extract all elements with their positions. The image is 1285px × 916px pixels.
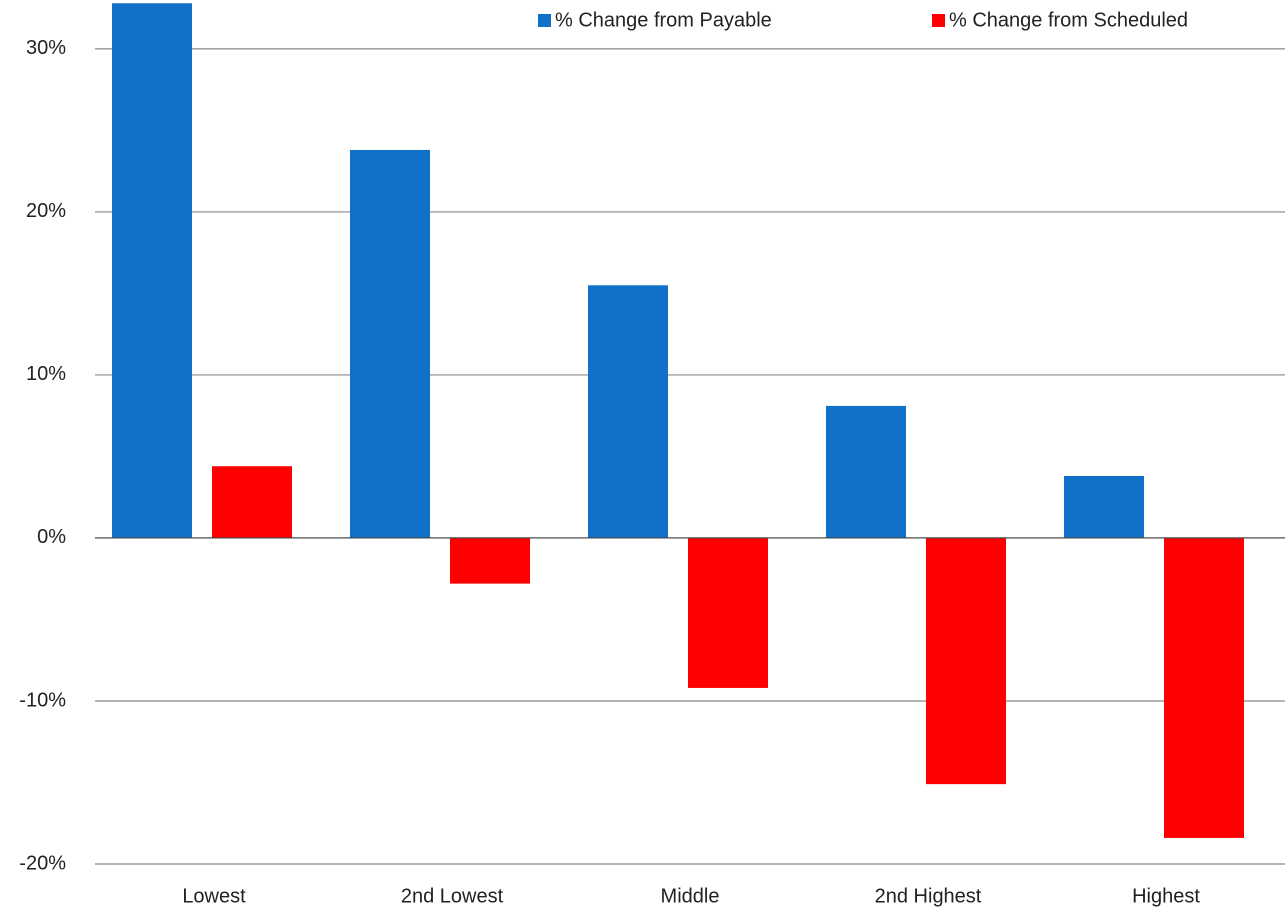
bar (926, 537, 1006, 785)
y-tick-label: -20% (19, 852, 66, 874)
y-tick-label: 20% (26, 200, 66, 222)
bar (688, 537, 768, 688)
legend-label: % Change from Payable (555, 9, 772, 31)
y-tick-label: -10% (19, 689, 66, 711)
bar (826, 405, 906, 538)
y-tick-label: 0% (37, 526, 66, 548)
x-tick-label: 2nd Highest (875, 885, 982, 907)
x-tick-label: 2nd Lowest (401, 885, 504, 907)
legend-swatch (538, 14, 551, 27)
legend-swatch (932, 14, 945, 27)
y-tick-label: 10% (26, 363, 66, 385)
x-tick-label: Middle (661, 885, 720, 907)
bar (350, 149, 430, 538)
bar (588, 285, 668, 538)
legend-label: % Change from Scheduled (949, 9, 1188, 31)
bar (1064, 476, 1144, 538)
bar (212, 466, 292, 538)
y-tick-label: 30% (26, 37, 66, 59)
bar (450, 537, 530, 584)
bar (112, 3, 192, 538)
x-tick-label: Highest (1132, 885, 1200, 907)
bar (1164, 537, 1244, 838)
x-tick-label: Lowest (182, 885, 246, 907)
